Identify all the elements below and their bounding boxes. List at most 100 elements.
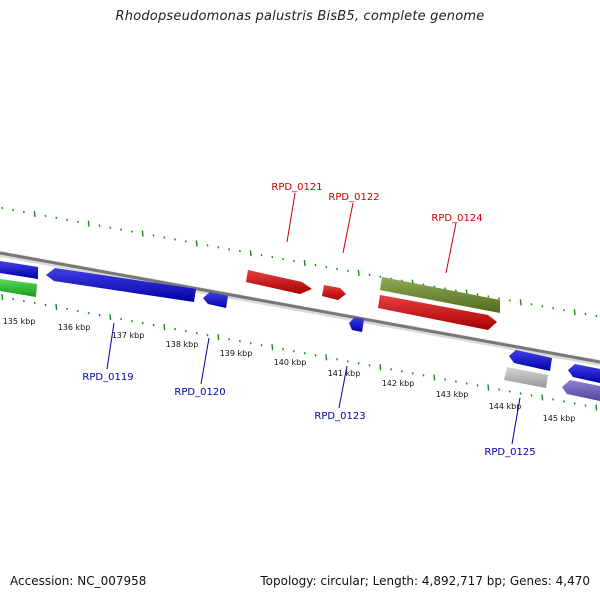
- inner-tick-row: [1, 293, 598, 411]
- minor-tick: [12, 297, 15, 301]
- gene-label-rpd-0119[interactable]: RPD_0119: [82, 372, 133, 383]
- major-tick: [433, 374, 436, 381]
- minor-tick: [498, 297, 501, 300]
- gene-left-green[interactable]: [0, 279, 37, 297]
- gene-rpd-0123-arrow[interactable]: [349, 317, 364, 332]
- major-tick: [573, 309, 576, 316]
- minor-tick: [584, 404, 587, 407]
- gene-rpd-0121-arrow[interactable]: [246, 270, 312, 294]
- minor-tick: [476, 293, 479, 296]
- minor-tick: [1, 206, 4, 210]
- forward-gene-labels: RPD_0121 RPD_0122 RPD_0124: [271, 182, 483, 274]
- accession-text: Accession: NC_007958: [10, 574, 147, 588]
- minor-tick: [519, 392, 522, 395]
- minor-tick: [282, 347, 285, 351]
- minor-tick: [238, 249, 241, 253]
- major-tick: [163, 324, 166, 331]
- minor-tick: [206, 333, 209, 337]
- minor-tick: [454, 380, 457, 383]
- major-tick: [325, 354, 328, 361]
- major-tick: [271, 344, 274, 351]
- gene-rpd-0124-arrow[interactable]: [378, 295, 497, 330]
- minor-tick: [562, 308, 565, 312]
- major-tick: [87, 220, 90, 227]
- major-tick: [195, 240, 198, 247]
- minor-tick: [195, 331, 198, 335]
- minor-tick: [357, 362, 360, 365]
- minor-tick: [22, 210, 25, 214]
- minor-tick: [573, 402, 576, 405]
- minor-tick: [400, 370, 403, 373]
- scale-label: 140 kbp: [274, 358, 307, 367]
- gene-rpd-0122-arrow[interactable]: [322, 285, 346, 300]
- minor-tick: [508, 390, 511, 393]
- minor-tick: [454, 289, 457, 292]
- minor-tick: [152, 323, 155, 327]
- major-tick: [217, 334, 220, 341]
- minor-tick: [346, 360, 349, 363]
- minor-tick: [66, 307, 69, 311]
- reverse-genes: [0, 261, 600, 401]
- minor-tick: [120, 228, 123, 231]
- gene-right-blue-arrow[interactable]: [568, 364, 600, 383]
- gene-rpd-0124-olive-arrow[interactable]: [380, 277, 500, 313]
- minor-tick: [336, 358, 339, 361]
- gene-rpd-0120-arrow[interactable]: [203, 292, 228, 308]
- gene-label-rpd-0125[interactable]: RPD_0125: [484, 447, 535, 458]
- minor-tick: [22, 299, 25, 303]
- minor-tick: [476, 384, 479, 387]
- minor-tick: [76, 309, 79, 313]
- genome-summary-text: Topology: circular; Length: 4,892,717 bp…: [260, 574, 590, 588]
- gene-label-rpd-0123[interactable]: RPD_0123: [314, 411, 365, 422]
- minor-tick: [325, 265, 328, 269]
- gene-rpd-0119-arrow[interactable]: [46, 268, 196, 302]
- minor-tick: [552, 398, 555, 401]
- forward-genes: [246, 270, 500, 330]
- minor-tick: [444, 287, 447, 290]
- minor-tick: [260, 343, 263, 347]
- minor-tick: [44, 303, 47, 307]
- minor-tick: [260, 253, 263, 257]
- minor-tick: [552, 306, 555, 310]
- gene-label-rpd-0120[interactable]: RPD_0120: [174, 387, 225, 398]
- minor-tick: [530, 303, 533, 306]
- gene-right-slate-arrow[interactable]: [562, 380, 600, 401]
- minor-tick: [130, 230, 133, 233]
- gene-label-rpd-0122[interactable]: RPD_0122: [328, 192, 379, 203]
- minor-tick: [411, 372, 414, 375]
- minor-tick: [368, 364, 371, 367]
- gene-rpd-0125-blue-arrow[interactable]: [509, 350, 552, 371]
- minor-tick: [562, 400, 565, 403]
- major-tick: [357, 269, 360, 276]
- minor-tick: [44, 214, 47, 218]
- gene-label-rpd-0121[interactable]: RPD_0121: [271, 182, 322, 193]
- minor-tick: [33, 301, 36, 305]
- scale-label: 137 kbp: [112, 331, 145, 340]
- minor-tick: [109, 226, 112, 229]
- minor-tick: [174, 238, 177, 241]
- minor-tick: [152, 234, 155, 237]
- minor-tick: [184, 240, 187, 243]
- major-tick: [33, 210, 36, 217]
- minor-tick: [66, 218, 69, 222]
- minor-tick: [120, 317, 123, 321]
- minor-tick: [487, 295, 490, 298]
- minor-tick: [228, 337, 231, 341]
- major-tick: [55, 303, 58, 311]
- minor-tick: [336, 267, 339, 271]
- minor-tick: [98, 224, 101, 227]
- major-tick: [595, 404, 598, 411]
- scale-label: 142 kbp: [382, 379, 415, 388]
- minor-tick: [390, 368, 393, 371]
- minor-tick: [346, 269, 349, 273]
- minor-tick: [498, 388, 501, 391]
- minor-tick: [130, 319, 133, 323]
- minor-tick: [249, 341, 252, 345]
- minor-tick: [76, 220, 79, 224]
- minor-tick: [184, 329, 187, 333]
- gene-rpd-0125-grey[interactable]: [504, 367, 548, 388]
- minor-tick: [217, 246, 220, 249]
- gene-left-blue-top[interactable]: [0, 261, 38, 279]
- scale-label: 141 kbp: [328, 369, 361, 378]
- gene-label-rpd-0124[interactable]: RPD_0124: [431, 213, 482, 224]
